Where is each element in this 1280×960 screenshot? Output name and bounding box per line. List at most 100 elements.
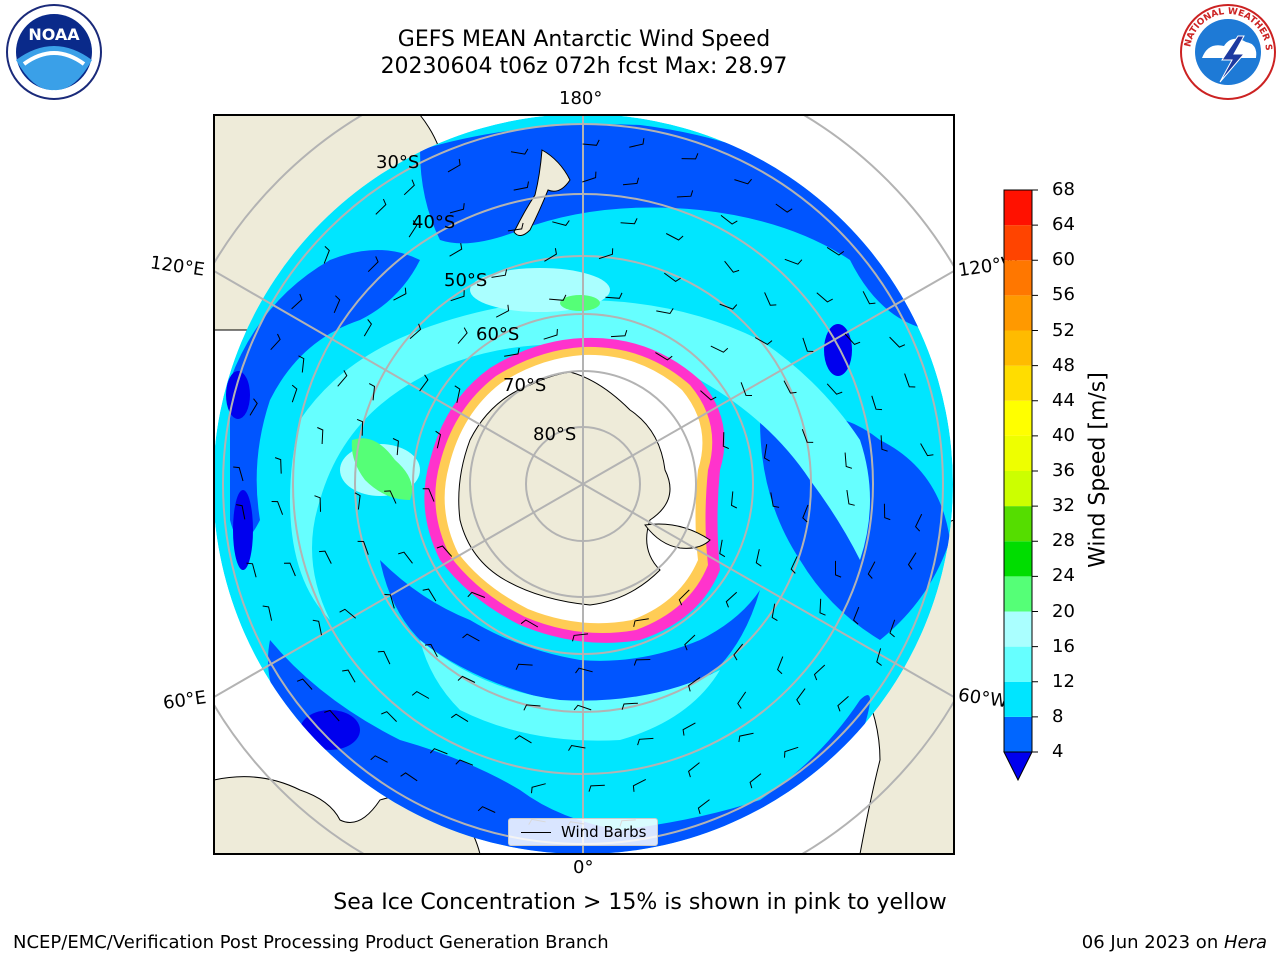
wind-barb [367,256,379,273]
colorbar [1003,189,1038,782]
wind-barb [681,153,699,160]
wind-barb [510,148,529,155]
colorbar-segment [1004,295,1032,331]
colorbar-segment [1004,225,1032,261]
wind-barb [495,304,510,318]
wind-barb [312,619,322,636]
wind-barb [572,633,589,642]
wind-barb [632,778,647,792]
wind-barb [575,667,593,674]
wind-barb [678,589,690,606]
colorbar-tick-label: 44 [1052,389,1075,411]
svg-text:NOAA: NOAA [28,25,80,44]
colorbar-segment [1004,611,1032,647]
colorbar-tick-label: 64 [1052,214,1075,236]
footer-date-text: 06 Jun 2023 on [1081,932,1224,953]
wind-barb [783,380,797,394]
wind-barb [271,501,284,515]
wind-barb [816,292,833,303]
wind-barb [802,504,809,523]
colorbar-title: Wind Speed [m/s] [1085,372,1111,568]
colorbar-under-arrow [1003,751,1033,782]
wind-barb [314,495,321,512]
wind-barb [236,504,246,520]
wind-barb [419,374,429,392]
noaa-logo: NOAA [6,4,102,100]
wind-barb [339,608,357,619]
wind-barb [802,337,814,352]
colorbar-segment [1004,506,1032,542]
lat-label-50s: 50°S [444,270,488,291]
colorbar-tick-label: 4 [1052,741,1064,762]
wind-barb [733,643,744,661]
wind-barb [889,619,896,638]
wind-barb [435,430,442,449]
wind-barbs [233,138,934,828]
wind-barb [871,395,883,411]
wind-barb [777,656,784,675]
wind-barb [454,385,461,403]
wind-barb [411,690,430,699]
wind-barb [740,382,753,396]
wind-barb [738,732,754,743]
colorbar-segment [1004,435,1032,471]
wind-barb [598,248,614,260]
colorbar-tick-label: 48 [1052,354,1075,376]
wind-barb [655,352,673,361]
colorbar-segment [1004,400,1032,436]
wind-barb [633,659,651,666]
wind-barb [368,383,376,401]
wind-barb [605,292,623,299]
wind-barb [543,328,558,340]
colorbar-tick-label: 52 [1052,319,1075,341]
wind-barb [725,591,738,608]
wind-barb [291,293,303,310]
colorbar-tick-label: 20 [1052,600,1075,622]
wind-barb [915,513,923,532]
lat-label-30s: 30°S [376,152,420,173]
wind-barb [730,491,738,509]
wind-barb [504,347,520,357]
wind-barb [384,490,397,504]
wind-barb [784,258,803,265]
wind-barb [880,435,888,452]
graticule [214,115,954,854]
chart-subtitle: 20230604 t06z 072h fcst Max: 28.97 [380,54,788,79]
wind-barb [835,560,842,578]
wind-barb [291,384,298,403]
wind-barb [507,222,524,232]
wind-barb [375,198,387,215]
wind-barb [582,139,600,146]
wind-barb [274,457,282,474]
wind-barb [447,158,461,173]
colorbar-segment [1004,190,1032,226]
colorbar-segment [1004,330,1032,366]
wind-barb [764,292,777,306]
wind-barb [455,759,474,766]
wind-barb [620,218,638,225]
colorbar-tick-label: 32 [1052,495,1075,517]
wind-barb [710,345,729,353]
wind-barb [270,333,281,351]
wind-barb [844,452,853,469]
wind-barb [907,552,917,570]
wind-barb [837,696,849,712]
wind-barb [337,370,348,387]
wind-barb [467,591,486,598]
nws-logo: NATIONAL WEATHER SERVICE [1178,2,1276,100]
wind-barb [400,772,418,782]
wind-barb [846,490,855,506]
wind-barb [449,203,465,214]
wind-barb [424,643,438,658]
wind-barb [429,748,448,755]
wind-barb [622,177,640,186]
wind-barb [724,260,740,273]
colorbar-tick-label: 36 [1052,460,1075,481]
wind-barb [333,295,341,313]
wind-barb [544,248,557,262]
wind-barb [876,648,882,666]
wind-barb [697,799,710,815]
colorbar-tick-label: 12 [1052,670,1075,692]
colorbar-segment [1004,716,1032,752]
